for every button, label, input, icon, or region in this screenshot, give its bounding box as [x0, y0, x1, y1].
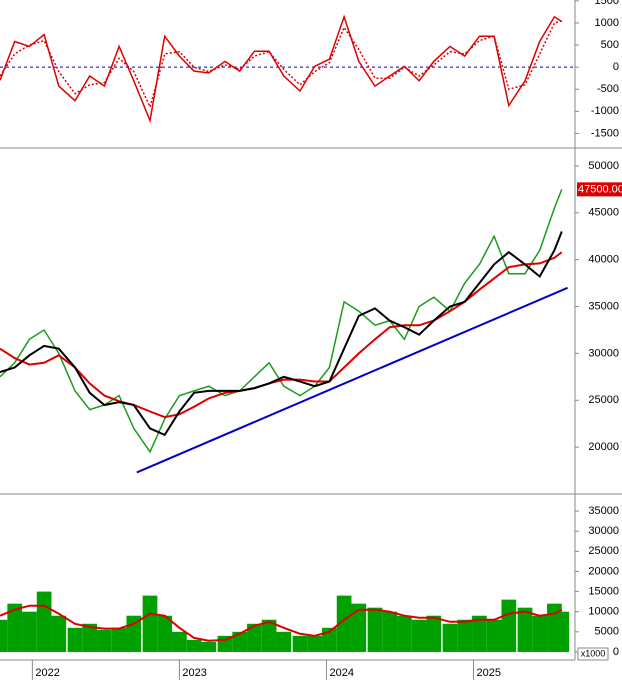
volume-bar [51, 615, 67, 652]
x-tick-label: 2024 [329, 667, 353, 679]
volume-bar [501, 599, 517, 652]
volume-bar [97, 629, 112, 652]
volume-bar [276, 631, 292, 652]
series-line [0, 14, 563, 124]
volume-bar [111, 627, 127, 652]
volume-bar [82, 623, 98, 652]
volume-bar [292, 635, 308, 652]
volume-bar [0, 619, 8, 652]
series-line [136, 286, 568, 474]
y-tick-label: 1500 [595, 0, 619, 7]
volume-bar [367, 607, 383, 652]
volume-bar [67, 627, 83, 652]
series-line [0, 189, 563, 454]
volume-bar [22, 611, 37, 652]
volume-bar [426, 615, 442, 652]
volume-bar [7, 603, 23, 652]
volume-bar [232, 631, 248, 652]
x-tick-label: 2022 [35, 667, 59, 679]
y-tick-label: 40000 [588, 254, 619, 266]
volume-bar [186, 639, 202, 652]
y-tick-label: 25000 [588, 394, 619, 406]
series-line [0, 20, 563, 110]
y-tick-label: 0 [613, 61, 619, 73]
unit-box [577, 647, 609, 661]
y-tick-label: 5000 [595, 626, 619, 638]
volume-bar [442, 623, 458, 652]
volume-bar [472, 615, 487, 652]
volume-bar [157, 615, 173, 652]
y-tick-label: -1000 [591, 105, 619, 117]
volume-bar [351, 603, 367, 652]
y-tick-label: -500 [597, 83, 619, 95]
volume-bar [261, 619, 277, 652]
volume-bar [201, 641, 217, 652]
volume-bar [172, 631, 187, 652]
volume-bar [142, 595, 158, 652]
volume-bar [247, 623, 262, 652]
volume-bar [307, 635, 323, 652]
y-tick-label: 10000 [588, 606, 619, 618]
series-line [0, 251, 563, 419]
last-price-label: 47500.00 [578, 183, 622, 195]
y-tick-label: 30000 [588, 347, 619, 359]
y-tick-label: 35000 [588, 300, 619, 312]
last-price-box [577, 182, 622, 197]
y-tick-label: 1000 [595, 17, 619, 29]
x-tick-label: 2023 [182, 667, 206, 679]
volume-bar [486, 619, 502, 652]
y-tick-label: -1500 [591, 127, 619, 139]
y-tick-label: 50000 [588, 160, 619, 172]
y-tick-label: 35000 [588, 505, 619, 517]
volume-bar [457, 619, 473, 652]
y-tick-label: 500 [601, 39, 619, 51]
volume-bar [411, 619, 427, 652]
y-tick-label: 20000 [588, 565, 619, 577]
volume-bar [517, 607, 533, 652]
volume-bar [397, 615, 412, 652]
volume-bar [532, 615, 548, 652]
x-tick-label: 2025 [477, 667, 501, 679]
y-tick-label: 15000 [588, 585, 619, 597]
volume-ma [0, 604, 563, 642]
y-tick-label: 20000 [588, 441, 619, 453]
volume-bar [382, 611, 398, 652]
y-tick-label: 30000 [588, 525, 619, 537]
volume-bar [336, 595, 352, 652]
y-unit: x1000 [581, 648, 606, 658]
volume-bar [36, 591, 52, 652]
y-tick-label: 0 [613, 646, 619, 658]
series-line [0, 231, 563, 437]
y-tick-label: 45000 [588, 207, 619, 219]
y-tick-label: 25000 [588, 545, 619, 557]
volume-bar [554, 611, 570, 652]
